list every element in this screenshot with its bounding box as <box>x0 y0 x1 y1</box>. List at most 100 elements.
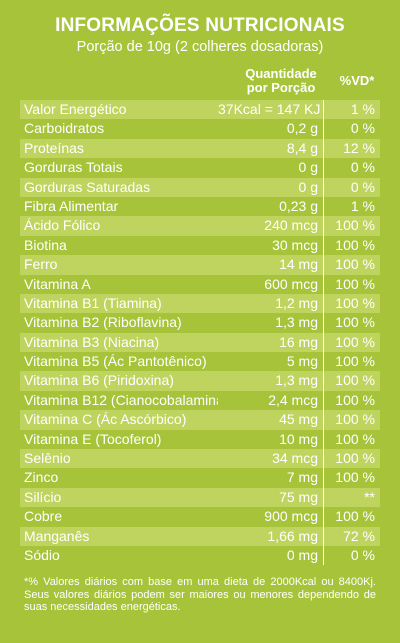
nutrient-vd: 100 % <box>335 353 375 370</box>
nutrient-quantity: 900 mcg <box>218 507 324 527</box>
nutrient-quantity: 0 g <box>218 177 324 197</box>
nutrient-name: Vitamina B6 (Piridoxina) <box>24 372 174 389</box>
table-row: Carboidratos 0,2 g 0 % <box>20 119 380 139</box>
nutrient-vd: 0 % <box>350 546 375 563</box>
nutrient-quantity: 34 mcg <box>218 449 324 469</box>
nutrient-quantity: 1,66 mg <box>218 526 324 546</box>
serving-size: Porção de 10g (2 colheres dosadoras) <box>76 39 324 55</box>
table-row: Vitamina B3 (Niacina) 16 mg 100 % <box>20 332 380 353</box>
nutrient-name: Gorduras Saturadas <box>24 178 151 195</box>
table-row: Vitamina B12 (Cianocobalamina) 2,4 mcg 100… <box>20 390 380 411</box>
nutrient-quantity: 240 mcg <box>218 216 324 236</box>
table-row: Fibra Alimentar 0,23 g 1 % <box>20 196 380 217</box>
nutrient-quantity: 7 mg <box>218 468 324 488</box>
table-row: Gorduras Totais 0 g 0 % <box>20 158 380 178</box>
nutrient-name: Ácido Fólico <box>24 217 101 234</box>
nutrient-vd: 100 % <box>335 391 375 408</box>
nutrient-rows: Valor Energético 37Kcal = 147 KJ 1 % Carboi… <box>20 100 380 566</box>
nutrient-name: Sódio <box>24 546 60 563</box>
table-row: Vitamina A 600 mcg 100 % <box>20 274 380 294</box>
nutrient-quantity: 0,2 g <box>218 119 324 139</box>
nutrient-name: Fibra Alimentar <box>24 197 119 214</box>
table-row: Zinco 7 mg 100 % <box>20 468 380 488</box>
nutrient-quantity: 45 mg <box>218 410 324 430</box>
nutrient-name: Vitamina C (Ác Ascórbico) <box>24 411 187 428</box>
nutrient-name: Vitamina B1 (Tiamina) <box>24 294 162 311</box>
nutrient-quantity: 600 mcg <box>218 274 324 294</box>
nutrient-vd: 1 % <box>350 197 375 214</box>
nutrient-vd: 12 % <box>343 139 375 156</box>
nutrient-quantity: 8,4 g <box>218 138 324 159</box>
nutrient-name: Vitamina E (Tocoferol) <box>24 430 162 447</box>
nutrient-name: Manganês <box>24 527 90 544</box>
table-row: Ácido Fólico 240 mcg 100 % <box>20 216 380 236</box>
header-quantity: Quantidade por Porção <box>228 66 334 95</box>
header-quantity-line1: Quantidade <box>245 66 317 81</box>
nutrient-quantity: 75 mg <box>218 487 324 508</box>
nutrient-quantity: 37Kcal = 147 KJ <box>218 100 324 120</box>
table-header: Quantidade por Porção %VD* <box>20 66 380 100</box>
nutrient-vd: 0 % <box>350 178 375 195</box>
nutrient-name: Silício <box>24 488 62 505</box>
nutrient-name: Selênio <box>24 450 71 467</box>
nutrient-quantity: 16 mg <box>218 332 324 353</box>
nutrient-name: Vitamina A <box>24 275 91 292</box>
table-row: Silício 75 mg ** <box>20 487 380 508</box>
nutrient-name: Ferro <box>24 256 58 273</box>
nutrient-vd: 72 % <box>343 527 375 544</box>
nutrient-vd: 100 % <box>335 450 375 467</box>
table-row: Selênio 34 mcg 100 % <box>20 449 380 469</box>
nutrient-vd: 100 % <box>335 372 375 389</box>
nutrient-vd: 100 % <box>335 314 375 331</box>
nutrient-name: Carboidratos <box>24 120 105 137</box>
nutrient-vd: 1 % <box>350 101 375 117</box>
nutrient-vd: 100 % <box>335 294 375 311</box>
nutrient-name: Vitamina B5 (Ác Pantotênico) <box>24 353 207 370</box>
nutrient-quantity: 0 mg <box>218 545 324 566</box>
nutrient-quantity: 1,2 mg <box>218 293 324 314</box>
nutrient-vd: 100 % <box>335 275 375 292</box>
nutrient-name: Vitamina B3 (Niacina) <box>24 333 160 350</box>
nutrient-name: Zinco <box>24 469 59 486</box>
table-row: Proteínas 8,4 g 12 % <box>20 138 380 159</box>
nutrient-name: Cobre <box>24 508 63 525</box>
nutrient-quantity: 0 g <box>218 158 324 178</box>
nutrient-quantity: 14 mg <box>218 255 324 275</box>
nutrient-quantity: 2,4 mcg <box>218 390 324 411</box>
nutrient-vd: 100 % <box>335 411 375 428</box>
nutrient-name: Biotina <box>24 236 67 253</box>
footnote: *% Valores diários com base em uma dieta… <box>24 576 376 614</box>
table-row: Cobre 900 mcg 100 % <box>20 507 380 527</box>
nutrient-name: Valor Energético <box>24 101 127 117</box>
table-title: INFORMAÇÕES NUTRICIONAIS <box>55 15 345 36</box>
table-row: Vitamina B1 (Tiamina) 1,2 mg 100 % <box>20 293 380 314</box>
nutrient-vd: 100 % <box>335 236 375 253</box>
nutrient-vd: 100 % <box>335 256 375 273</box>
nutrient-vd: 0 % <box>350 120 375 137</box>
table-row: Vitamina B2 (Riboflavina) 1,3 mg 100 % <box>20 313 380 333</box>
nutrient-quantity: 5 mg <box>218 352 324 372</box>
nutrient-vd: 100 % <box>335 333 375 350</box>
table-row: Ferro 14 mg 100 % <box>20 255 380 275</box>
header-vd: %VD* <box>339 73 375 88</box>
nutrient-vd: 100 % <box>335 430 375 447</box>
table-row: Vitamina E (Tocoferol) 10 mg 100 % <box>20 429 380 450</box>
table-row: Vitamina C (Ác Ascórbico) 45 mg 100 % <box>20 410 380 430</box>
nutrient-vd: 100 % <box>335 469 375 486</box>
nutrient-quantity: 30 mcg <box>218 235 324 256</box>
nutrient-vd: 100 % <box>335 217 375 234</box>
nutrient-name: Gorduras Totais <box>24 159 123 176</box>
table-row: Vitamina B6 (Piridoxina) 1,3 mg 100 % <box>20 371 380 391</box>
nutrient-quantity: 10 mg <box>218 429 324 450</box>
nutrient-quantity: 1,3 mg <box>218 313 324 333</box>
table-row: Manganês 1,66 mg 72 % <box>20 526 380 546</box>
table-row: Valor Energético 37Kcal = 147 KJ 1 % <box>20 100 380 120</box>
nutrient-name: Vitamina B2 (Riboflavina) <box>24 314 182 331</box>
header-quantity-line2: por Porção <box>246 80 316 95</box>
nutrient-name: Vitamina B12 (Cianocobalamina) <box>24 391 218 408</box>
table-row: Gorduras Saturadas 0 g 0 % <box>20 177 380 197</box>
table-row: Vitamina B5 (Ác Pantotênico) 5 mg 100 % <box>20 352 380 372</box>
table-row: Sódio 0 mg 0 % <box>20 545 380 566</box>
nutrient-vd: ** <box>364 488 375 505</box>
